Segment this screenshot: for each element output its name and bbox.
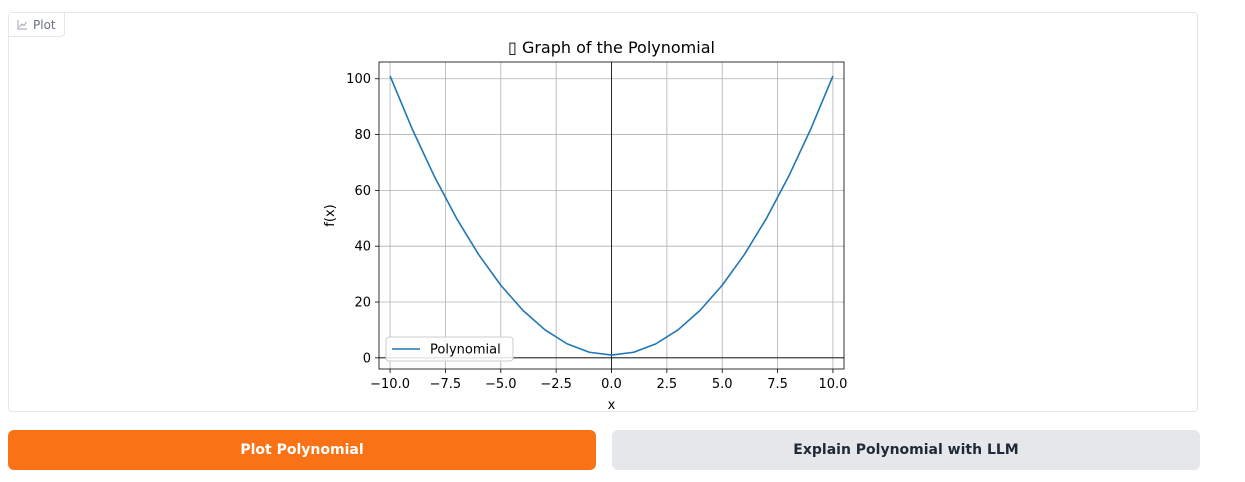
x-tick-label: 2.5 bbox=[657, 377, 678, 392]
x-tick-label: −5.0 bbox=[485, 377, 517, 392]
y-axis-label: f(x) bbox=[323, 204, 338, 226]
explain-polynomial-button[interactable]: Explain Polynomial with LLM bbox=[612, 430, 1200, 470]
y-tick-label: 40 bbox=[354, 240, 371, 255]
explain-polynomial-label: Explain Polynomial with LLM bbox=[793, 442, 1019, 458]
series-line-polynomial bbox=[389, 75, 834, 356]
y-tick-label: 60 bbox=[354, 184, 371, 199]
plot-polynomial-label: Plot Polynomial bbox=[240, 442, 364, 458]
y-tick-label: 0 bbox=[363, 351, 371, 366]
y-tick-label: 100 bbox=[346, 72, 371, 87]
x-axis-label: x bbox=[608, 398, 616, 413]
plot-tag: Plot bbox=[9, 13, 65, 37]
chart-icon bbox=[17, 20, 27, 30]
legend-box bbox=[385, 336, 514, 362]
x-tick-label: −10.0 bbox=[370, 377, 410, 392]
y-tick-label: 20 bbox=[354, 296, 371, 311]
x-tick-label: −7.5 bbox=[430, 377, 462, 392]
x-tick-label: 5.0 bbox=[712, 377, 733, 392]
plot-polynomial-button[interactable]: Plot Polynomial bbox=[8, 430, 596, 470]
x-tick-label: 10.0 bbox=[818, 377, 847, 392]
x-tick-label: 0.0 bbox=[601, 377, 622, 392]
legend-label: Polynomial bbox=[430, 343, 501, 358]
plot-tag-label: Plot bbox=[33, 17, 56, 32]
x-tick-label: −2.5 bbox=[540, 377, 572, 392]
x-tick-label: 7.5 bbox=[767, 377, 788, 392]
polynomial-chart: −10.0 −7.5 −5.0 −2.5 0.0 2.5 5.0 7.5 10.0 0 20 40 60… bbox=[323, 38, 847, 413]
y-tick-label: 80 bbox=[354, 128, 371, 143]
chart-title: ▯ Graph of the Polynomial bbox=[508, 38, 715, 57]
